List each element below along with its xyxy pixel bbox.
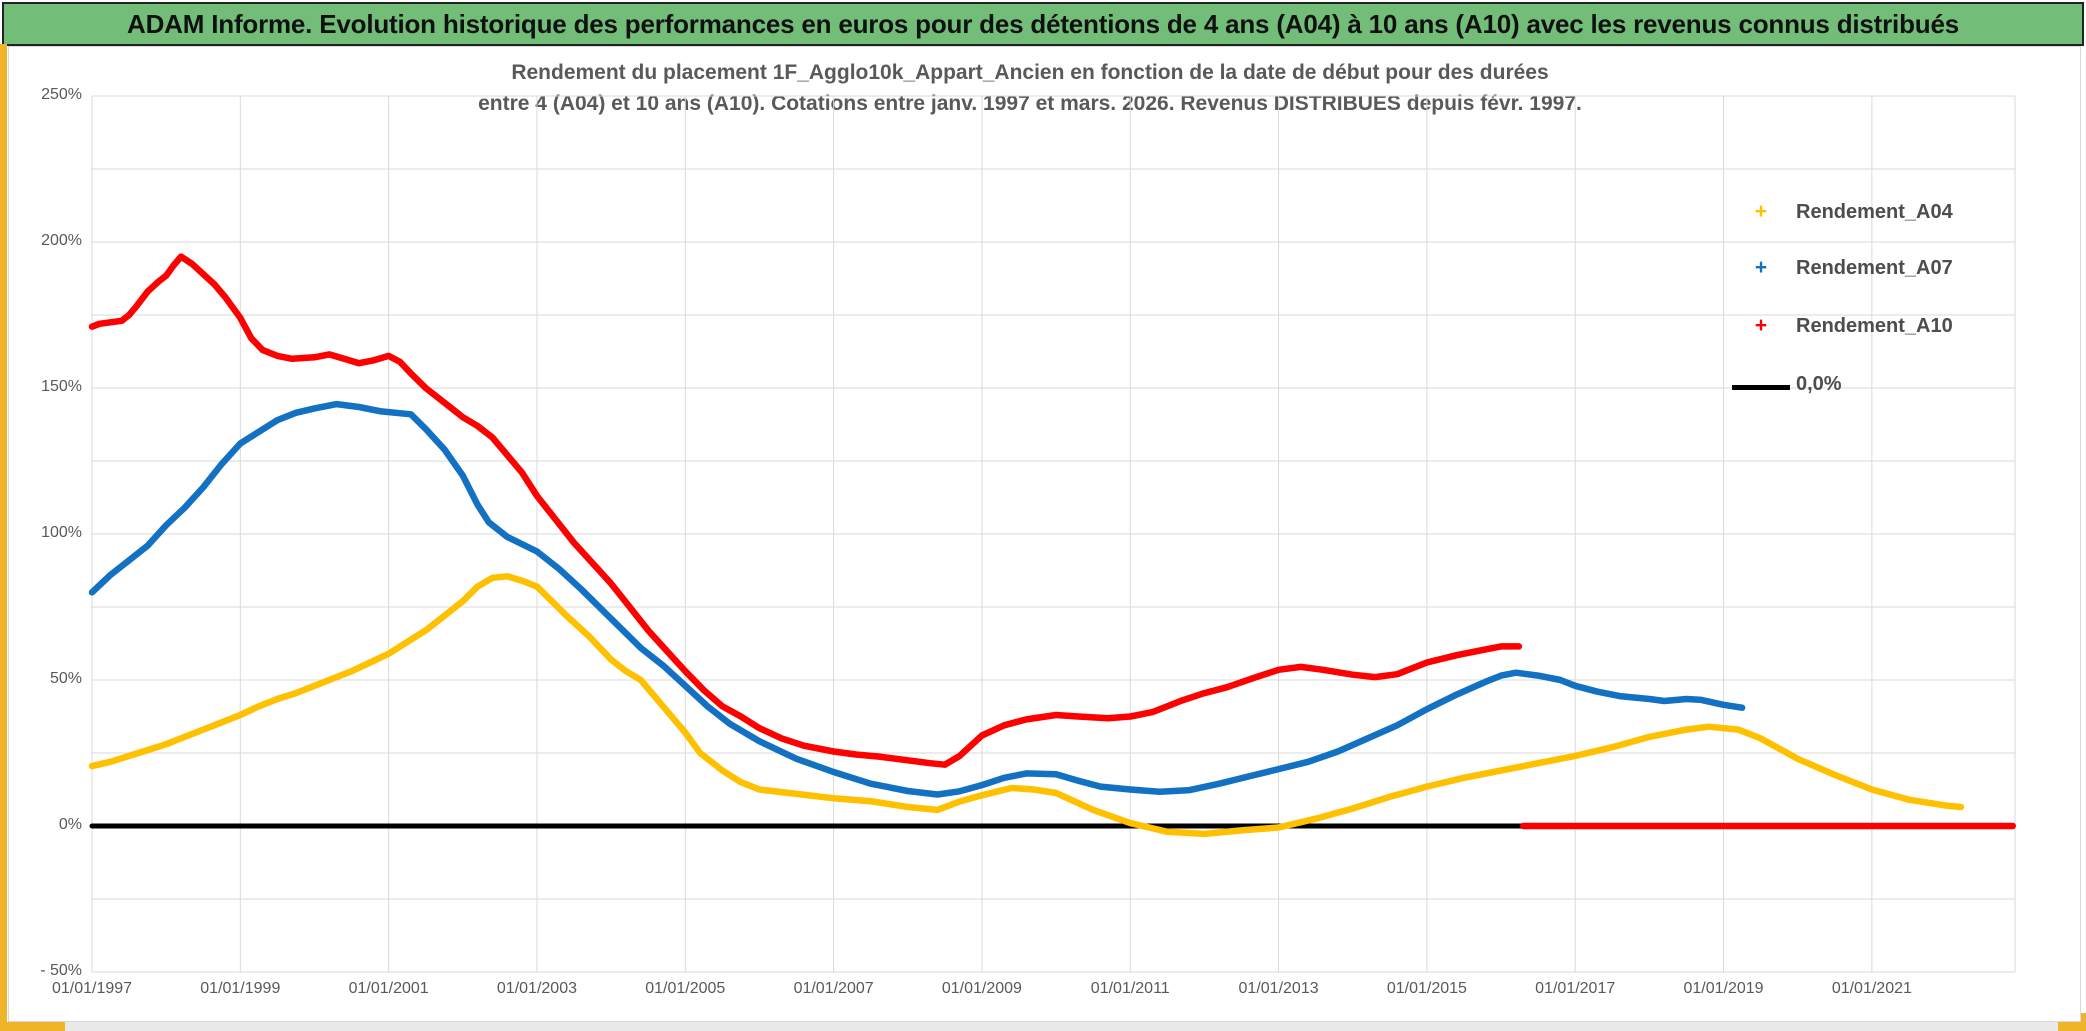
x-tick-label: 01/01/1997 bbox=[51, 980, 133, 997]
x-tick-label: 01/01/2003 bbox=[496, 980, 577, 997]
legend-label: Rendement_A07 bbox=[1796, 256, 1953, 279]
x-tick-label: 01/01/2009 bbox=[941, 980, 1022, 997]
legend-label: Rendement_A04 bbox=[1796, 200, 1953, 223]
legend-item-0-0-[interactable]: 0,0% bbox=[1732, 370, 1842, 398]
x-tick-label: 01/01/1999 bbox=[200, 980, 281, 997]
series-Rendement_A10 bbox=[88, 253, 1523, 768]
left-accent-border bbox=[0, 44, 7, 1031]
header-title: ADAM Informe. Evolution historique des p… bbox=[127, 8, 1959, 39]
y-tick-label: 100% bbox=[41, 524, 82, 541]
legend-label: 0,0% bbox=[1796, 372, 1842, 395]
legend-plus-marker-icon: + bbox=[1754, 200, 1768, 223]
series-Rendement_A04 bbox=[88, 573, 1965, 838]
x-tick-label: 01/01/2005 bbox=[645, 980, 726, 997]
y-tick-label: - 50% bbox=[40, 962, 82, 979]
chart-title: Rendement du placement 1F_Agglo10k_Appar… bbox=[330, 57, 1730, 119]
legend-plus-marker-icon: + bbox=[1754, 256, 1768, 279]
legend-item-rendement-a07[interactable]: + Rendement_A07 bbox=[1732, 254, 1953, 282]
x-tick-label: 01/01/2015 bbox=[1386, 980, 1467, 997]
x-tick-label: 01/01/2019 bbox=[1683, 980, 1764, 997]
legend-item-rendement-a10[interactable]: + Rendement_A10 bbox=[1732, 312, 1953, 340]
legend-line-swatch-icon bbox=[1732, 385, 1790, 390]
y-tick-label: 50% bbox=[49, 670, 82, 687]
chart-title-line2: entre 4 (A04) et 10 ans (A10). Cotations… bbox=[478, 92, 1582, 115]
bottom-left-accent bbox=[0, 1022, 65, 1031]
y-tick-label: 0% bbox=[58, 816, 82, 833]
x-tick-label: 01/01/2013 bbox=[1238, 980, 1319, 997]
header-banner: ADAM Informe. Evolution historique des p… bbox=[2, 2, 2084, 46]
y-tick-label: 250% bbox=[41, 86, 82, 103]
legend-item-rendement-a04[interactable]: + Rendement_A04 bbox=[1732, 198, 1953, 226]
x-tick-label: 01/01/2007 bbox=[793, 980, 874, 997]
chart-title-line1: Rendement du placement 1F_Agglo10k_Appar… bbox=[511, 61, 1549, 84]
legend-label: Rendement_A10 bbox=[1796, 314, 1953, 337]
x-tick-label: 01/01/2001 bbox=[348, 980, 429, 997]
bottom-accent-border bbox=[0, 1022, 2086, 1031]
y-tick-label: 200% bbox=[41, 232, 82, 249]
x-tick-label: 01/01/2017 bbox=[1535, 980, 1616, 997]
y-tick-label: 150% bbox=[41, 378, 82, 395]
series-Rendement_A07 bbox=[88, 400, 1746, 798]
x-tick-label: 01/01/2011 bbox=[1090, 980, 1170, 997]
x-tick-label: 01/01/2021 bbox=[1831, 980, 1912, 997]
legend-plus-marker-icon: + bbox=[1754, 314, 1768, 337]
